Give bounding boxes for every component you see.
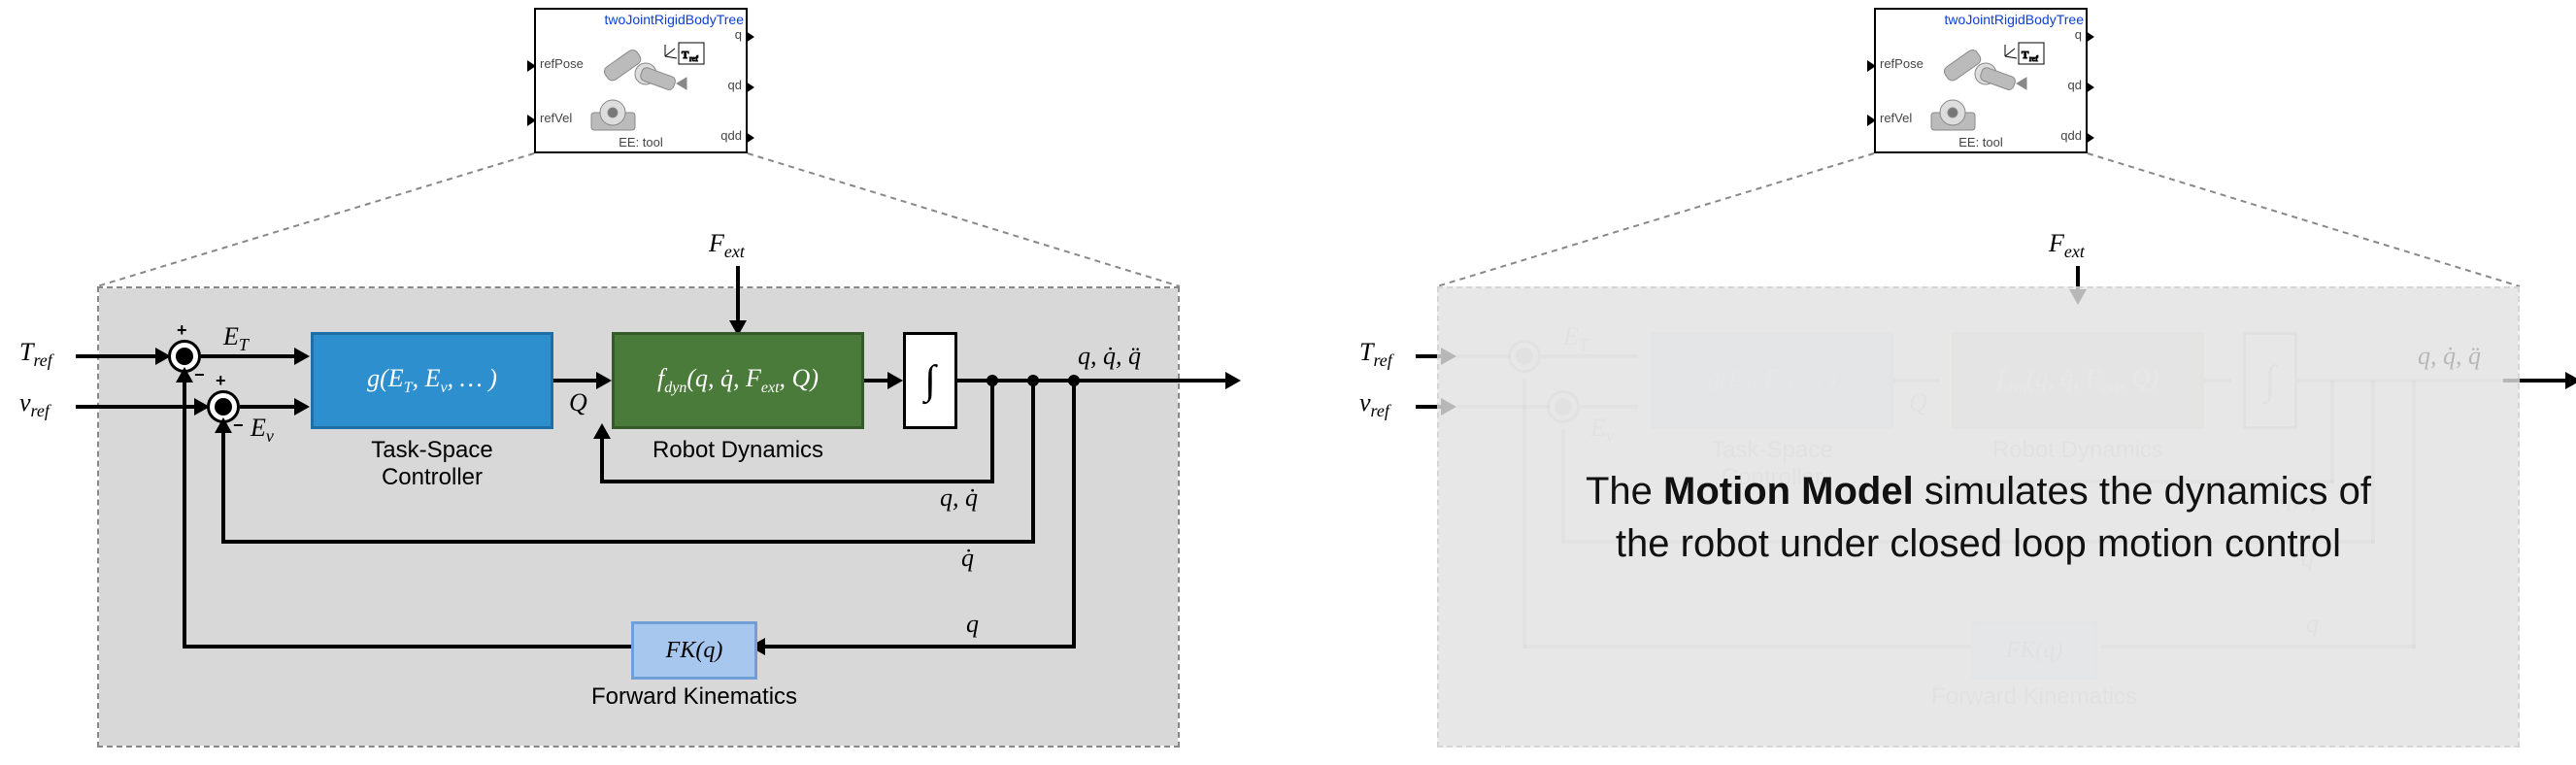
arrow-out — [1225, 372, 1241, 389]
fb1-h — [600, 480, 994, 483]
port-q: q — [735, 27, 742, 42]
label-fb-qd: q̇ — [961, 544, 974, 573]
label-q: Q — [569, 388, 587, 417]
arrow-dyn-int — [887, 372, 903, 389]
arrow-et — [294, 348, 310, 365]
label-fext: Fext — [709, 229, 745, 262]
simulink-block-title: twoJointRigidBodyTree — [1876, 12, 2084, 27]
panel-summary: twoJointRigidBodyTree refPose refVel q q… — [1340, 0, 2576, 765]
simulink-block-title: twoJointRigidBodyTree — [536, 12, 744, 27]
line-et — [201, 354, 298, 358]
label-fext: Fext — [2049, 229, 2085, 262]
label-fb-q: q — [966, 610, 979, 639]
label-tref: Tref — [19, 338, 52, 371]
robot-arm-icon: T ref — [589, 37, 706, 134]
controller-block: g(ET, Ev, … ) — [311, 332, 553, 429]
sum-ev-minus: − — [233, 416, 244, 436]
line-tref — [76, 354, 159, 358]
svg-text:ref: ref — [2029, 54, 2038, 63]
line-fext — [736, 266, 740, 326]
line-ev — [240, 405, 298, 409]
summary-overlay: The Motion Model simulates the dynamics … — [1437, 286, 2520, 748]
dynamics-caption: Robot Dynamics — [612, 437, 864, 464]
arrow-ev — [294, 398, 310, 416]
sum-ev-plus: + — [216, 371, 226, 391]
label-out: q, q̇, q̈ — [1078, 342, 1141, 371]
label-ev: Ev — [251, 414, 274, 447]
line-vref — [76, 405, 198, 409]
simulink-block: twoJointRigidBodyTree refPose refVel q q… — [1874, 8, 2088, 153]
port-ee: EE: tool — [536, 135, 746, 150]
line-out — [957, 379, 1229, 382]
controller-caption: Task-Space Controller — [311, 437, 553, 491]
controller-math: g(ET, Ev, … ) — [367, 364, 497, 397]
port-refvel: refVel — [540, 111, 572, 125]
summary-text: The Motion Model simulates the dynamics … — [1561, 465, 2396, 570]
line-q — [553, 379, 600, 382]
arrow-q — [596, 372, 612, 389]
svg-text:T: T — [2022, 50, 2029, 61]
sum-et-minus: − — [194, 365, 205, 385]
robot-arm-icon: T ref — [1929, 37, 2046, 134]
simulink-block: twoJointRigidBodyTree refPose refVel q q… — [534, 8, 748, 153]
label-fb-qqd: q, q̇ — [940, 483, 978, 513]
fb1-arrow — [593, 423, 611, 439]
sum-et-plus: + — [177, 320, 187, 341]
fb1-v — [990, 381, 994, 483]
fk-block: FK(q) — [631, 621, 757, 680]
svg-text:ref: ref — [689, 54, 698, 63]
fb1-v2 — [600, 435, 604, 483]
label-tref: Tref — [1359, 338, 1392, 371]
integrator-block: ∫ — [903, 332, 957, 429]
canvas: twoJointRigidBodyTree refPose refVel q q… — [0, 0, 2576, 765]
svg-text:T: T — [682, 50, 689, 61]
fk-caption: Forward Kinematics — [583, 683, 806, 711]
panel-detailed: twoJointRigidBodyTree refPose refVel q q… — [0, 0, 1262, 765]
dynamics-block: fdyn(q, q̇, Fext, Q) — [612, 332, 864, 429]
dynamics-math: fdyn(q, q̇, Fext, Q) — [657, 364, 819, 397]
port-qd: qd — [728, 78, 742, 92]
label-vref: vref — [1359, 388, 1389, 421]
label-vref: vref — [19, 388, 50, 421]
fk-math: FK(q) — [666, 638, 723, 664]
integrator-math: ∫ — [924, 357, 936, 404]
port-refpose: refPose — [540, 56, 584, 71]
label-et: ET — [223, 322, 249, 355]
